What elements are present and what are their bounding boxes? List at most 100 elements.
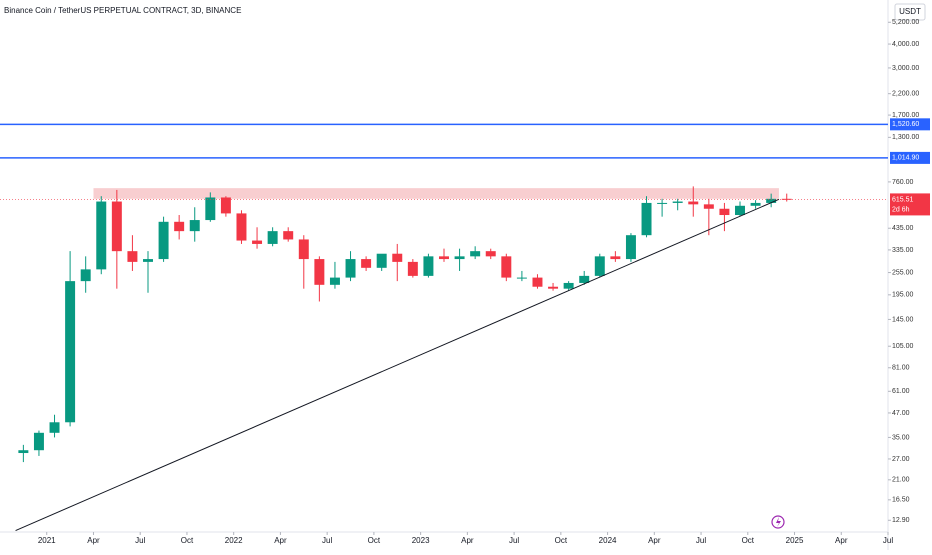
candle-body [563,282,574,289]
trendline [15,198,780,531]
candle-body [641,202,652,236]
candle-body [501,256,512,278]
candle-body [345,259,356,278]
candle-body [174,221,185,232]
candle-body [688,201,699,205]
candle-body [158,221,169,260]
x-tick-label: 2025 [786,536,804,545]
candle-body [361,259,372,268]
y-tick-label: 3,000.00 [892,65,919,72]
x-tick-label: Apr [87,536,100,545]
y-tick-label: 145.00 [892,316,914,323]
candle-body [376,253,387,268]
candle-body [143,259,153,262]
last-price-box [890,193,930,216]
candle-body [625,235,636,260]
candle-body [470,251,481,257]
candle-body [189,220,200,232]
chart-title: Binance Coin / TetherUS PERPETUAL CONTRA… [4,6,241,15]
last-price-label: 615.51 [892,196,914,203]
y-tick-label: 2,200.00 [892,91,919,98]
candle-body [532,277,543,287]
x-tick-label: Jul [696,536,706,545]
y-tick-label: 255.00 [892,269,914,276]
candle-body [205,197,216,221]
y-tick-label: 105.00 [892,343,914,350]
candle-body [594,256,605,276]
candle-body [750,202,761,206]
candle-body [283,231,294,240]
x-tick-label: Oct [742,536,755,545]
level-label: 1,014.90 [892,155,919,162]
candle-body [407,261,418,276]
x-tick-label: Oct [181,536,194,545]
x-tick-label: Apr [461,536,474,545]
candle-body [423,256,434,276]
y-tick-label: 27.00 [892,456,910,463]
candle-body [267,231,278,244]
x-tick-label: Apr [648,536,661,545]
y-tick-label: 35.00 [892,434,910,441]
candle-body [610,256,621,260]
candle-body [252,240,263,244]
x-tick-label: Oct [555,536,568,545]
currency-box[interactable] [894,3,926,21]
x-tick-label: Jul [135,536,145,545]
candle-body [314,259,325,285]
resistance-zone [93,188,779,199]
candle-body [33,432,44,451]
x-tick-label: 2021 [38,536,56,545]
candle-body [579,275,590,283]
x-tick-label: Apr [835,536,848,545]
x-tick-label: 2022 [225,536,243,545]
candle-body [392,253,403,262]
candle-body [111,201,122,252]
x-tick-label: Oct [368,536,381,545]
y-tick-label: 5,200.00 [892,19,919,26]
x-tick-label: 2023 [412,536,430,545]
lightning-icon[interactable] [771,515,785,529]
candle-body [236,213,247,241]
y-tick-label: 1,300.00 [892,134,919,141]
currency[interactable]: USDT [899,7,921,16]
y-tick-label: 435.00 [892,225,914,232]
x-tick-label: Jul [883,536,893,545]
y-tick-label: 195.00 [892,292,914,299]
candle-body [49,422,60,433]
x-tick-label: Jul [322,536,332,545]
x-tick-label: 2024 [599,536,617,545]
y-tick-label: 16.50 [892,497,910,504]
candle-body [127,251,138,262]
candle-body [548,286,559,289]
x-tick-label: Apr [274,536,287,545]
y-tick-label: 12.90 [892,517,910,524]
level-label: 1,520.60 [892,121,919,128]
x-tick-label: Jul [509,536,519,545]
y-tick-label: 61.00 [892,388,910,395]
y-tick-label: 1,700.00 [892,112,919,119]
countdown-label: 2d 6h [892,206,910,213]
y-tick-label: 21.00 [892,477,910,484]
level-label-box [890,118,930,131]
level-label-box [890,151,930,164]
candle-body [65,281,76,423]
candle-body [439,256,449,260]
y-tick-label: 335.00 [892,247,914,254]
y-tick-label: 81.00 [892,365,910,372]
candle-body [454,256,465,260]
candle-body [735,205,745,216]
candle-body [703,204,714,209]
y-tick-label: 47.00 [892,410,910,417]
candle-body [96,201,107,270]
y-tick-label: 4,000.00 [892,41,919,48]
candle-body [220,197,231,214]
candle-body [516,277,527,279]
candle-body [80,269,91,282]
candle-body [766,198,777,203]
candle-body [329,277,340,285]
candle-body [672,201,683,203]
candle-body [657,202,668,204]
candle-body [719,208,730,216]
